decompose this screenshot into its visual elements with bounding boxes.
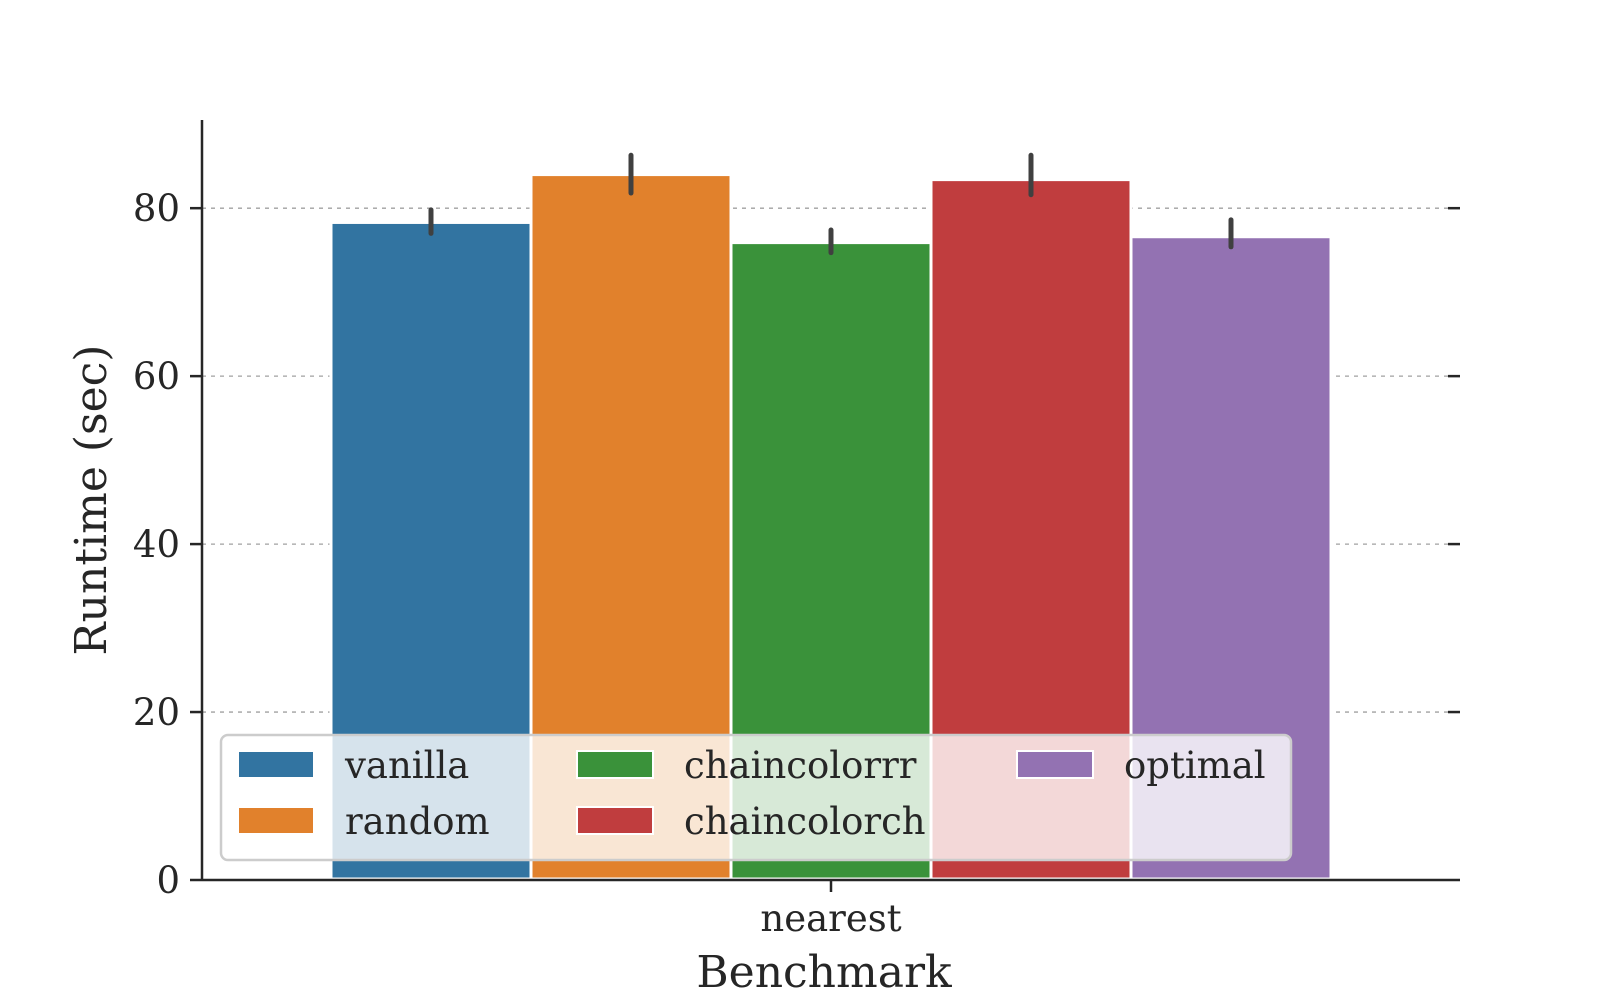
- y-tick-label-20: 20: [133, 691, 180, 734]
- legend-label-chaincolorch: chaincolorch: [684, 800, 926, 843]
- legend-label-optimal: optimal: [1124, 744, 1266, 787]
- legend-swatch-optimal: [1016, 750, 1094, 779]
- ticks: 0 20 40 60 80 nearest: [133, 187, 1460, 940]
- legend: vanilla random chaincolorrr chaincolorch opt…: [219, 733, 1293, 862]
- x-tick-label-nearest: nearest: [760, 897, 901, 940]
- legend-swatch-vanilla: [237, 750, 315, 779]
- y-tick-label-60: 60: [133, 355, 180, 398]
- legend-label-vanilla: vanilla: [344, 744, 469, 787]
- legend-label-random: random: [345, 800, 490, 843]
- x-axis-title: Benchmark: [696, 947, 952, 998]
- legend-swatch-chaincolorch: [576, 806, 654, 835]
- legend-label-chaincolorrr: chaincolorrr: [684, 744, 917, 787]
- legend-swatch-chaincolorrr: [576, 750, 654, 779]
- y-axis-title: Runtime (sec): [66, 345, 117, 656]
- y-tick-label-0: 0: [156, 859, 180, 902]
- legend-swatch-random: [237, 806, 315, 835]
- y-tick-label-40: 40: [133, 523, 180, 566]
- y-tick-label-80: 80: [133, 187, 180, 230]
